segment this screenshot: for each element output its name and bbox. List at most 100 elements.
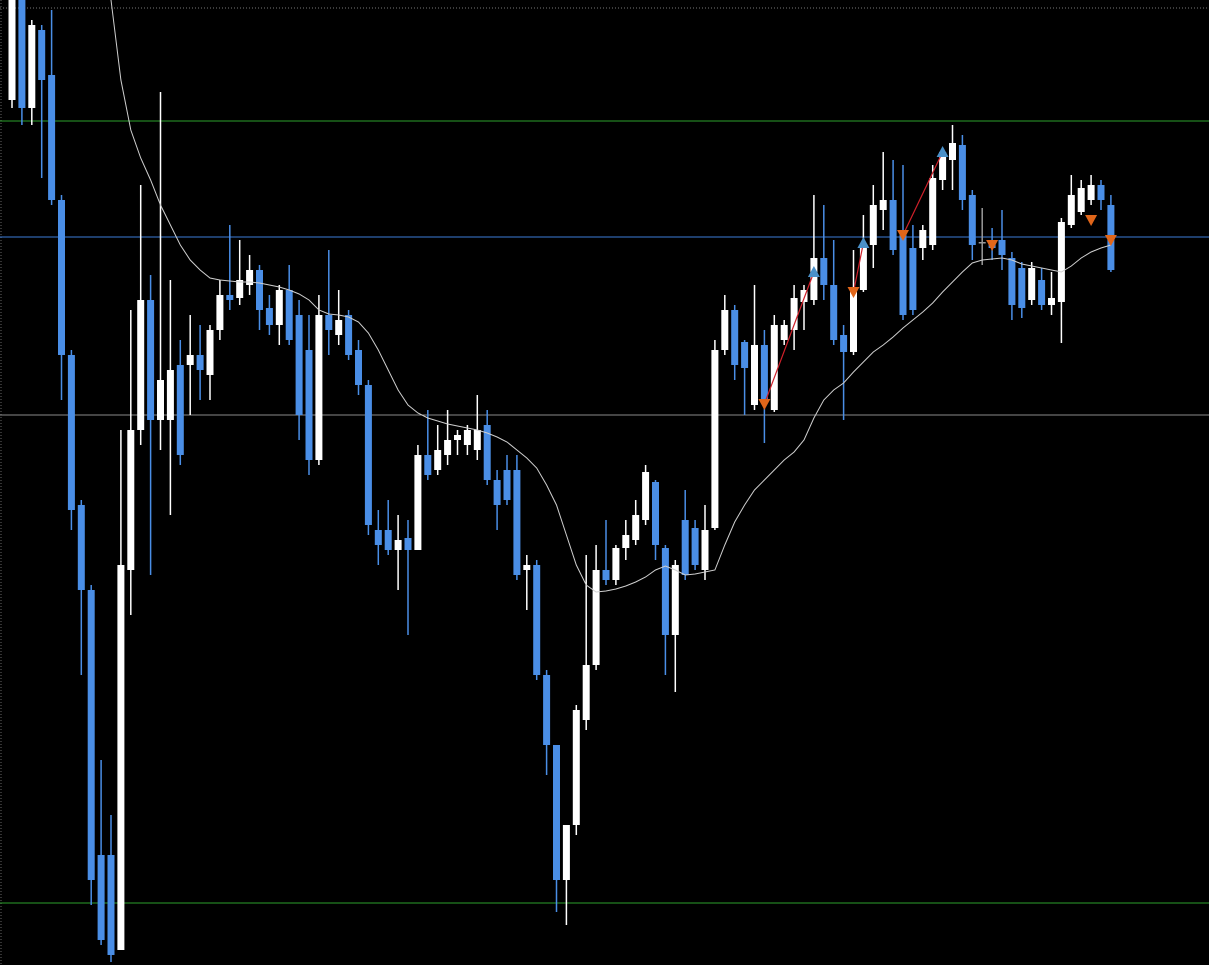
signal-link: [763, 271, 815, 405]
candle-body: [929, 178, 937, 245]
candle-body: [810, 258, 818, 300]
candle-body: [226, 295, 234, 300]
candle-body: [671, 565, 679, 635]
candle-body: [1048, 298, 1055, 305]
candle-body: [77, 505, 85, 590]
candle-body: [295, 315, 303, 415]
candle-body: [48, 75, 56, 200]
candle-body: [454, 435, 461, 440]
candle-body: [840, 335, 848, 352]
candle-body: [741, 342, 749, 368]
sell-arrow: [758, 399, 771, 410]
candle-body: [1097, 185, 1105, 200]
candle-body: [28, 25, 36, 108]
candle-body: [899, 230, 907, 315]
candle-body: [444, 440, 452, 455]
candle-body: [97, 855, 105, 940]
candle-body: [345, 315, 353, 355]
candle-body: [572, 710, 580, 825]
candle-body: [8, 0, 16, 100]
candle-body: [1077, 188, 1085, 212]
candle-body: [18, 0, 26, 108]
candle-body: [909, 248, 917, 310]
candle-body: [553, 745, 560, 880]
candle-body: [117, 565, 125, 950]
candle-body: [780, 325, 788, 340]
candle-body: [147, 300, 155, 420]
candle-body: [434, 450, 442, 470]
candle-body: [236, 280, 244, 298]
candle-body: [364, 385, 372, 525]
candle-body: [493, 480, 501, 505]
candle-body: [543, 675, 551, 745]
candle-body: [701, 530, 709, 570]
candle-body: [1028, 268, 1036, 300]
candle-body: [503, 470, 511, 500]
candle-body: [206, 330, 214, 375]
candle-body: [87, 590, 95, 880]
candle-body: [562, 825, 570, 880]
candle-body: [157, 380, 164, 420]
candle-body: [582, 665, 590, 720]
buy-arrow: [936, 146, 949, 157]
candle-body: [760, 345, 768, 400]
candle-body: [355, 350, 362, 385]
candle-body: [859, 245, 867, 290]
candle-body: [731, 310, 739, 365]
candle-body: [919, 230, 927, 248]
candle-body: [38, 30, 46, 80]
signal-link: [902, 151, 944, 236]
candle-body: [523, 565, 531, 570]
candle-body: [1067, 195, 1075, 225]
sell-arrow: [1104, 235, 1117, 246]
candle-body: [335, 320, 343, 335]
candle-body: [652, 482, 659, 545]
candle-body: [830, 285, 838, 340]
candle-body: [414, 455, 422, 550]
candle-body: [592, 570, 600, 665]
candle-body: [1038, 280, 1046, 305]
sell-arrow: [847, 287, 860, 298]
candle-body: [1008, 258, 1016, 305]
candle-body: [463, 430, 471, 445]
buy-arrow: [857, 237, 870, 248]
sell-arrow: [1085, 215, 1098, 226]
candle-body: [622, 535, 630, 548]
candle-body: [978, 242, 986, 244]
moving-average: [110, 0, 1112, 593]
candle-body: [770, 325, 778, 410]
candle-body: [186, 355, 194, 365]
candle-body: [275, 290, 283, 325]
candle-body: [58, 200, 65, 355]
candle-body: [1057, 222, 1065, 302]
candle-body: [939, 152, 947, 180]
candle-body: [949, 143, 956, 160]
sell-arrow: [986, 240, 999, 251]
candle-body: [216, 295, 224, 330]
candle-body: [869, 205, 877, 245]
candle-body: [256, 270, 263, 310]
candle-body: [711, 350, 719, 528]
candle-body: [879, 200, 887, 210]
candle-body: [820, 258, 828, 285]
candle-body: [661, 548, 669, 635]
candle-body: [681, 520, 689, 575]
candle-body: [612, 548, 620, 580]
candle-body: [998, 240, 1006, 255]
candle-body: [404, 538, 412, 550]
signal-link: [852, 242, 864, 293]
candle-body: [790, 298, 798, 330]
candle-body: [642, 472, 650, 520]
sell-arrow: [897, 230, 909, 241]
candle-body: [889, 200, 897, 250]
candle-body: [137, 300, 145, 430]
candle-body: [483, 425, 491, 480]
candle-body: [513, 470, 521, 575]
candle-body: [800, 290, 808, 302]
candle-body: [958, 145, 966, 200]
buy-arrow: [807, 266, 820, 277]
candle-body: [1018, 268, 1026, 308]
candle-body: [285, 290, 293, 340]
candle-body: [246, 270, 254, 285]
